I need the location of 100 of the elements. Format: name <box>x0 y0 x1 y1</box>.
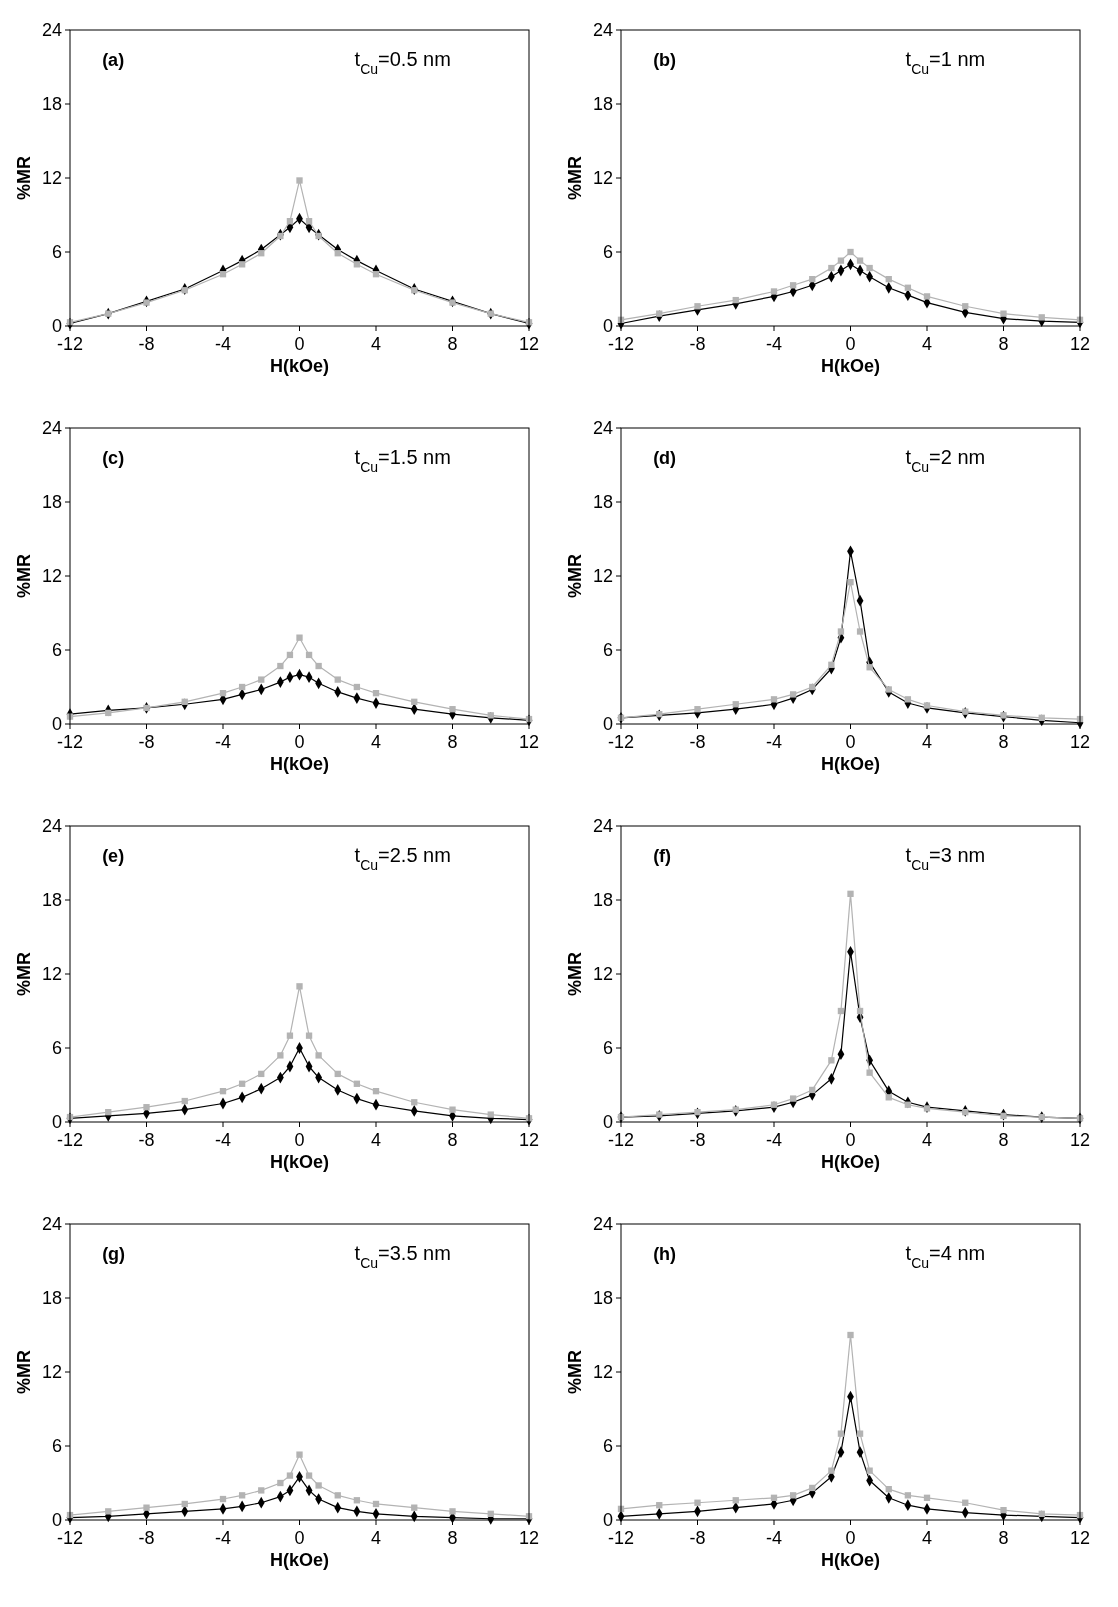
annotation: (c) <box>102 447 125 468</box>
y-tick-label: 0 <box>602 714 613 735</box>
y-tick-label: 0 <box>602 1112 613 1133</box>
annotation: t$_{Cu}$=4 nm <box>905 1241 986 1271</box>
annotation: t$_{Cu}$=2 nm <box>905 445 986 475</box>
y-tick-label: 24 <box>41 20 62 41</box>
y-tick-label: 12 <box>41 566 62 587</box>
y-tick-label: 24 <box>592 20 613 41</box>
x-tick-label: 4 <box>370 732 382 752</box>
x-axis-title: H(kOe) <box>820 1550 881 1570</box>
x-tick-label: 4 <box>370 1528 382 1548</box>
x-tick-label: -12 <box>607 1528 635 1548</box>
x-tick-label: -12 <box>607 1130 635 1150</box>
annotation: t$_{Cu}$=1.5 nm <box>354 445 451 475</box>
annotation: (b) <box>653 49 677 70</box>
x-tick-label: 12 <box>1069 1528 1091 1548</box>
y-tick-label: 0 <box>602 316 613 337</box>
x-tick-label: 4 <box>921 732 933 752</box>
y-tick-label: 24 <box>592 418 613 439</box>
x-tick-label: 8 <box>447 732 458 752</box>
y-tick-label: 24 <box>592 1214 613 1235</box>
y-axis-title: %MR <box>565 554 585 598</box>
annotation: t$_{Cu}$=2.5 nm <box>354 843 451 873</box>
y-tick-label: 12 <box>41 168 62 189</box>
x-tick-label: -8 <box>138 732 155 752</box>
y-tick-label: 18 <box>592 890 613 911</box>
x-axis-title: H(kOe) <box>269 1152 330 1172</box>
x-tick-label: -4 <box>214 334 232 354</box>
y-tick-label: 6 <box>51 242 62 263</box>
y-tick-label: 18 <box>592 492 613 513</box>
annotation: (a) <box>102 49 125 70</box>
y-tick-label: 6 <box>51 1038 62 1059</box>
x-tick-label: 8 <box>447 1130 458 1150</box>
x-tick-label: 0 <box>294 732 305 752</box>
y-tick-label: 12 <box>592 566 613 587</box>
x-tick-label: 12 <box>518 334 540 354</box>
x-tick-label: -4 <box>765 1130 783 1150</box>
y-tick-label: 18 <box>592 94 613 115</box>
y-tick-label: 0 <box>51 316 62 337</box>
x-axis-title: H(kOe) <box>269 1550 330 1570</box>
annotation: (h) <box>653 1243 677 1264</box>
x-tick-label: -8 <box>689 1130 706 1150</box>
annotation: (f) <box>653 845 672 866</box>
x-tick-label: -4 <box>765 1528 783 1548</box>
x-tick-label: 12 <box>1069 1130 1091 1150</box>
x-tick-label: -4 <box>214 732 232 752</box>
x-tick-label: 12 <box>518 1130 540 1150</box>
x-tick-label: 0 <box>294 1528 305 1548</box>
x-tick-label: -12 <box>56 334 84 354</box>
x-tick-label: 0 <box>845 1130 856 1150</box>
x-tick-label: -12 <box>56 1528 84 1548</box>
y-tick-label: 18 <box>41 94 62 115</box>
x-tick-label: -12 <box>607 334 635 354</box>
y-tick-label: 6 <box>51 640 62 661</box>
y-tick-label: 6 <box>51 1436 62 1457</box>
x-tick-label: 12 <box>518 1528 540 1548</box>
x-tick-label: 8 <box>447 1528 458 1548</box>
x-tick-label: -4 <box>214 1528 232 1548</box>
annotation: (g) <box>102 1243 126 1264</box>
annotation: t$_{Cu}$=1 nm <box>905 47 986 77</box>
y-tick-label: 12 <box>41 964 62 985</box>
y-axis-title: %MR <box>565 952 585 996</box>
annotation: t$_{Cu}$=3 nm <box>905 843 986 873</box>
y-tick-label: 24 <box>41 418 62 439</box>
x-tick-label: 8 <box>998 732 1009 752</box>
x-tick-label: -12 <box>56 1130 84 1150</box>
annotation: t$_{Cu}$=3.5 nm <box>354 1241 451 1271</box>
annotation: (d) <box>653 447 677 468</box>
y-axis-title: %MR <box>14 554 34 598</box>
annotation: (e) <box>102 845 125 866</box>
y-tick-label: 0 <box>51 714 62 735</box>
x-axis-title: H(kOe) <box>820 1152 881 1172</box>
y-tick-label: 24 <box>592 816 613 837</box>
x-tick-label: -4 <box>214 1130 232 1150</box>
x-tick-label: 8 <box>998 334 1009 354</box>
y-tick-label: 0 <box>602 1510 613 1531</box>
x-tick-label: 0 <box>294 1130 305 1150</box>
x-tick-label: 12 <box>1069 732 1091 752</box>
y-tick-label: 6 <box>602 1038 613 1059</box>
y-tick-label: 6 <box>602 1436 613 1457</box>
x-tick-label: -8 <box>689 732 706 752</box>
x-tick-label: -8 <box>138 334 155 354</box>
x-tick-label: 0 <box>845 732 856 752</box>
y-tick-label: 18 <box>41 1288 62 1309</box>
x-tick-label: 0 <box>845 1528 856 1548</box>
x-axis-title: H(kOe) <box>820 754 881 774</box>
y-tick-label: 18 <box>41 890 62 911</box>
x-tick-label: 4 <box>921 1528 933 1548</box>
y-tick-label: 12 <box>592 1362 613 1383</box>
y-tick-label: 18 <box>41 492 62 513</box>
x-tick-label: 8 <box>447 334 458 354</box>
y-axis-title: %MR <box>14 156 34 200</box>
x-tick-label: 0 <box>845 334 856 354</box>
y-tick-label: 24 <box>41 1214 62 1235</box>
x-tick-label: -4 <box>765 732 783 752</box>
x-tick-label: -8 <box>689 334 706 354</box>
y-axis-title: %MR <box>565 156 585 200</box>
x-tick-label: -12 <box>56 732 84 752</box>
x-tick-label: -12 <box>607 732 635 752</box>
x-tick-label: -8 <box>689 1528 706 1548</box>
